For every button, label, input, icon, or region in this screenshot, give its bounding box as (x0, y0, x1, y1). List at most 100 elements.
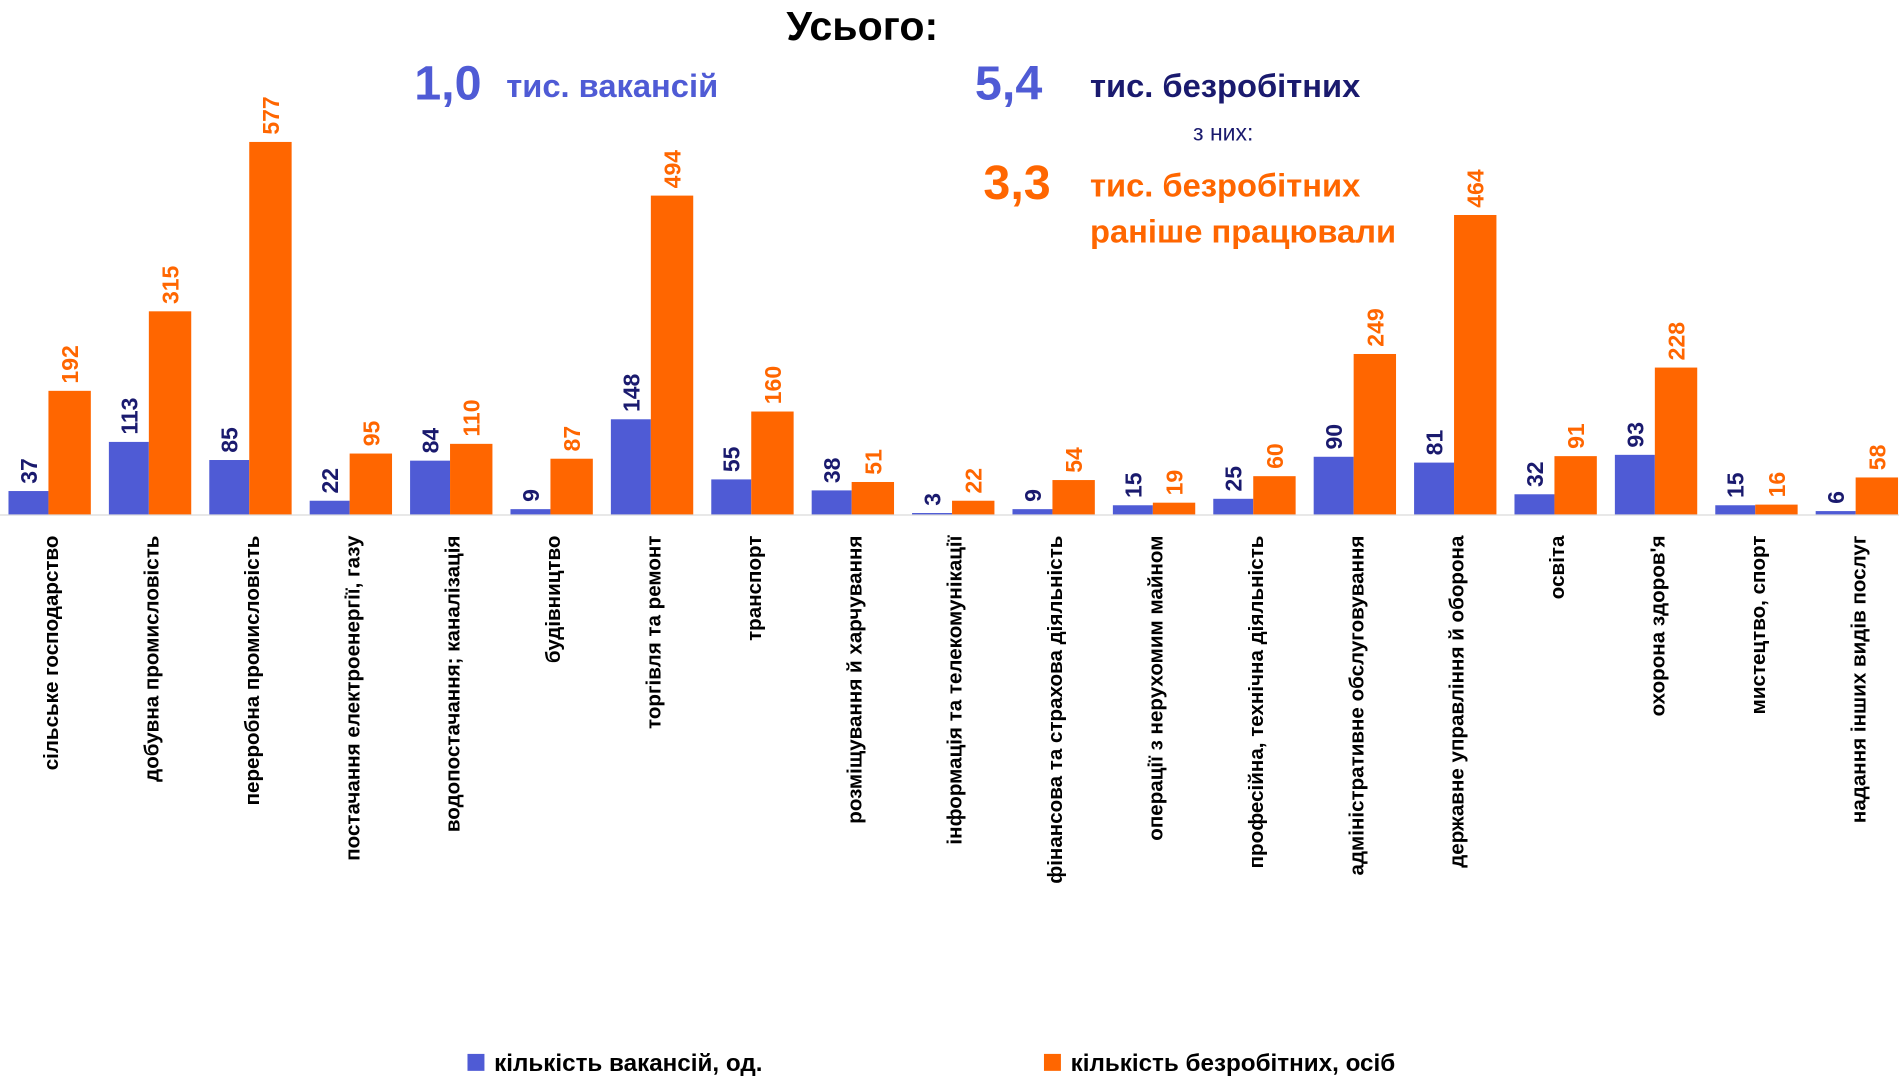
data-label: 91 (1563, 423, 1589, 449)
data-label: 85 (217, 427, 243, 453)
bar (1414, 462, 1455, 515)
x-tick-label: освіта (1546, 535, 1569, 599)
annotation: 1,0 (414, 57, 481, 111)
x-tick-label: торгівля та ремонт (643, 536, 666, 729)
x-tick-label: фінансова та страхова діяльність (1044, 536, 1067, 884)
bar (510, 509, 551, 515)
annotation: 5,4 (975, 57, 1042, 111)
bar (650, 195, 694, 515)
data-label: 9 (1020, 489, 1046, 502)
bar (1253, 476, 1296, 515)
data-label: 464 (1463, 169, 1489, 208)
data-label: 38 (819, 457, 845, 483)
bar (249, 141, 292, 515)
bar (1654, 367, 1698, 515)
data-label: 54 (1061, 447, 1087, 473)
bar (450, 443, 493, 515)
data-label: 315 (158, 265, 184, 304)
x-tick-label: транспорт (743, 536, 766, 641)
data-label: 81 (1422, 430, 1448, 456)
data-label: 60 (1262, 443, 1288, 469)
bar (349, 453, 393, 515)
bar (1715, 505, 1756, 515)
bar (610, 419, 651, 515)
x-tick-label: державне управління й оборона (1446, 535, 1469, 868)
data-label: 93 (1622, 422, 1648, 448)
bar (1213, 498, 1254, 515)
data-label: 55 (719, 446, 745, 472)
data-label: 249 (1362, 308, 1388, 346)
data-label: 87 (559, 426, 585, 452)
annotation: тис. безробітних (1090, 67, 1360, 104)
bar (811, 490, 852, 515)
annotation: тис. безробітних (1090, 166, 1360, 203)
data-label: 25 (1221, 466, 1247, 492)
data-label: 15 (1723, 472, 1749, 498)
x-tick-label: переробна промисловість (241, 536, 264, 806)
data-label: 22 (317, 468, 343, 494)
bar (1454, 214, 1497, 515)
bar (851, 481, 895, 515)
bar (1755, 504, 1798, 515)
data-label: 228 (1664, 322, 1690, 361)
data-label: 6 (1823, 491, 1849, 504)
data-label: 160 (760, 366, 786, 404)
data-label: 192 (57, 345, 83, 383)
x-tick-label: добувна промисловість (141, 536, 164, 782)
x-tick-label: професійна, технічна діяльність (1245, 536, 1268, 869)
legend-swatch (467, 1053, 485, 1071)
x-tick-label: охорона здоров'я (1647, 536, 1670, 717)
bar (1815, 511, 1856, 515)
bar (1012, 509, 1053, 515)
bar (1614, 454, 1655, 515)
bar (1514, 494, 1555, 515)
data-label: 32 (1522, 461, 1548, 487)
x-tick-label: інформація та телекомунікації (944, 534, 967, 844)
bar (1554, 456, 1597, 515)
annotation: раніше працювали (1090, 212, 1396, 249)
legend-swatch (1043, 1053, 1061, 1071)
data-label: 15 (1120, 472, 1146, 498)
data-label: 577 (258, 96, 284, 134)
x-tick-label: надання інших видів послуг (1847, 535, 1870, 823)
bar (48, 390, 91, 515)
bar (1855, 477, 1899, 515)
annotation: 3,3 (983, 156, 1050, 210)
bar (550, 458, 593, 515)
bar (751, 411, 794, 515)
data-label: 84 (418, 428, 444, 454)
bar (912, 513, 953, 515)
data-label: 16 (1764, 472, 1790, 498)
data-label: 37 (16, 458, 42, 484)
x-tick-label: розміщування й харчування (843, 536, 866, 824)
bar (410, 460, 451, 515)
bar (1112, 505, 1153, 515)
data-label: 51 (860, 449, 886, 475)
bar (148, 311, 192, 515)
bar (1353, 353, 1397, 515)
data-label: 494 (660, 150, 686, 189)
bar (952, 500, 995, 515)
bar (108, 441, 149, 515)
x-tick-label: будівництво (542, 536, 565, 664)
bar (1152, 502, 1196, 515)
annotation: з них: (1193, 120, 1253, 146)
data-label: 148 (618, 373, 644, 412)
data-label: 110 (459, 399, 485, 436)
x-tick-label: сільське господарство (40, 536, 63, 771)
bar (1313, 456, 1354, 515)
legend-label: кількість безробітних, осіб (1071, 1050, 1396, 1077)
legend-label: кількість вакансій, од. (494, 1050, 762, 1077)
data-label: 9 (518, 489, 544, 502)
x-tick-label: операції з нерухомим майном (1145, 536, 1168, 841)
data-label: 22 (961, 468, 987, 494)
data-label: 58 (1864, 444, 1890, 470)
data-label: 19 (1162, 470, 1188, 496)
data-label: 3 (920, 493, 946, 506)
bar (8, 491, 49, 515)
data-label: 90 (1321, 424, 1347, 450)
bar (711, 479, 752, 515)
bar (209, 460, 250, 515)
